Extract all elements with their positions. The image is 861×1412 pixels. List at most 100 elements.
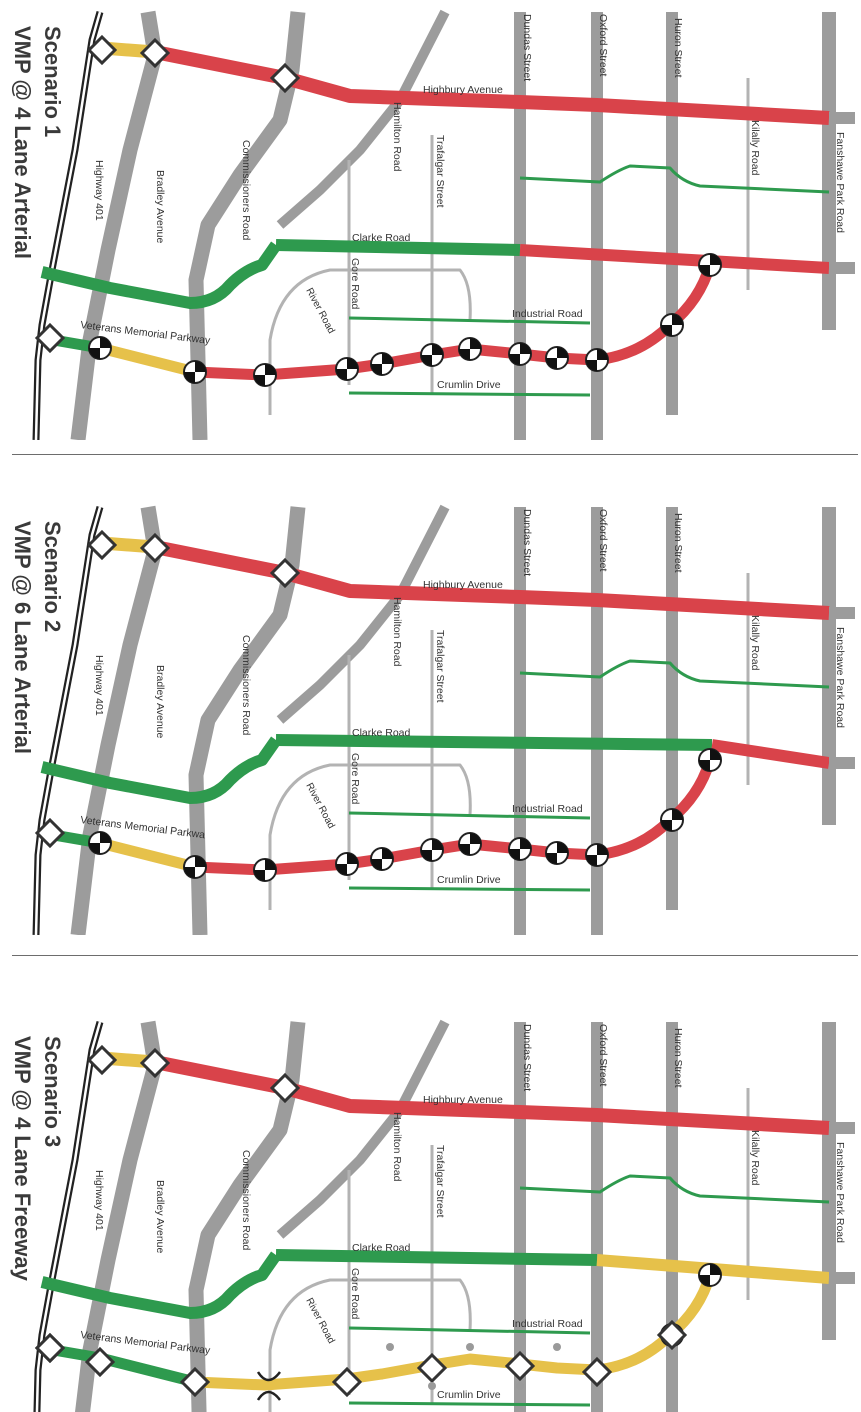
signal-marker [458,832,482,856]
industrial-road-street [348,811,591,820]
interchange-marker [331,1366,363,1398]
signal-marker [458,337,482,361]
interchange-marker [504,1350,536,1382]
industrial-road-street [348,316,591,325]
signal-marker [88,831,112,855]
cul-de-sac-marker [386,1343,394,1351]
scenario-subtitle: VMP @ 4 Lane Freeway [10,1036,35,1282]
vmp-segment-mid [98,1352,197,1388]
scenario-title: Scenario 2 [40,521,65,632]
label-oxford-street: Oxford Street [597,1024,609,1087]
scenario-title: Scenario 3 [40,1036,65,1147]
label-clarke-road: Clarke Road [352,232,411,244]
label-highbury-avenue: Highbury Avenue [423,1094,503,1106]
label-clarke-road: Clarke Road [352,727,411,739]
label-hamilton-road: Hamilton Road [391,102,403,172]
overpass-marker [256,1371,281,1401]
label-fanshawe-park-road: Fanshawe Park Road [834,1142,846,1243]
signal-marker [585,348,609,372]
label-kilally-road: Kilally Road [749,120,761,176]
panel-divider [12,955,858,956]
label-bradley-avenue: Bradley Avenue [154,665,166,739]
label-highway-401: Highway 401 [93,655,105,716]
signal-marker [253,363,277,387]
signal-marker [660,313,684,337]
map-canvas: Highway 401 Bradley Avenue Commissioners R… [10,1019,855,1412]
signal-marker [420,838,444,862]
label-crumlin-drive: Crumlin Drive [437,1389,501,1401]
label-huron-street: Huron Street [672,1028,684,1088]
label-trafalgar-street: Trafalgar Street [434,1145,446,1218]
interchange-marker [86,1044,118,1076]
signal-marker [370,847,394,871]
label-oxford-street: Oxford Street [597,14,609,77]
label-huron-street: Huron Street [672,18,684,78]
river-road [268,1278,472,1412]
signal-marker [335,852,359,876]
signal-marker [420,343,444,367]
label-gore-road: Gore Road [349,258,361,310]
clarke-road-west [40,241,281,309]
scenario-map-1: Highway 401 Bradley Avenue Commissioners R… [0,0,861,440]
signal-marker [370,352,394,376]
signal-marker [253,858,277,882]
scenario-map-3: Highway 401 Bradley Avenue Commissioners R… [0,1010,861,1412]
scenario-map-2: Highway 401 Bradley Avenue Commissioners R… [0,495,861,935]
label-dundas-street: Dundas Street [521,1024,533,1091]
signal-marker [585,843,609,867]
label-river-road: River Road [303,781,336,830]
interchange-marker [269,1072,301,1104]
label-river-road: River Road [303,286,336,335]
interchange-marker [86,529,118,561]
label-hamilton-road: Hamilton Road [391,597,403,667]
signal-marker [183,360,207,384]
kilally-local-street [519,659,830,689]
label-trafalgar-street: Trafalgar Street [434,630,446,703]
highbury-avenue-corridor [153,540,830,620]
label-crumlin-drive: Crumlin Drive [437,379,501,391]
signal-marker [698,1263,722,1287]
clarke-road-east [519,244,830,274]
label-bradley-avenue: Bradley Avenue [154,1180,166,1254]
map-canvas: Highway 401 Bradley Avenue Commissioners R… [10,504,855,935]
hamilton-road [276,1019,450,1239]
interchange-marker [139,37,171,69]
interchange-marker [84,1346,116,1378]
interchange-marker [34,1332,66,1364]
vmp-segment-mid [98,837,197,873]
signal-marker [545,346,569,370]
label-dundas-street: Dundas Street [521,509,533,576]
clarke-road-west [40,1251,281,1319]
clarke-road-west [40,736,281,804]
highbury-avenue-corridor [153,45,830,125]
kilally-local-street [519,1174,830,1204]
kilally-local-street [519,164,830,194]
label-kilally-road: Kilally Road [749,615,761,671]
scenario-subtitle: VMP @ 4 Lane Arterial [10,26,35,259]
hamilton-road [276,9,450,229]
cul-de-sac-marker [428,1382,436,1390]
river-road [268,268,472,415]
interchange-marker [34,817,66,849]
interchange-marker [269,62,301,94]
label-clarke-road: Clarke Road [352,1242,411,1254]
interchange-marker [139,532,171,564]
label-dundas-street: Dundas Street [521,14,533,81]
signal-marker [183,855,207,879]
panel-divider [12,454,858,455]
signal-marker [508,342,532,366]
interchange-marker [139,1047,171,1079]
label-highbury-avenue: Highbury Avenue [423,579,503,591]
clarke-road-middle [275,1249,598,1266]
interchange-marker [581,1356,613,1388]
clarke-road-middle [275,239,521,256]
vmp-segment-mid [98,342,197,378]
highbury-avenue-corridor [153,1055,830,1135]
cul-de-sac-marker [516,1382,524,1390]
label-fanshawe-park-road: Fanshawe Park Road [834,627,846,728]
river-road [268,763,472,910]
clarke-road-middle [275,734,713,751]
signal-marker [698,748,722,772]
signal-marker [335,357,359,381]
